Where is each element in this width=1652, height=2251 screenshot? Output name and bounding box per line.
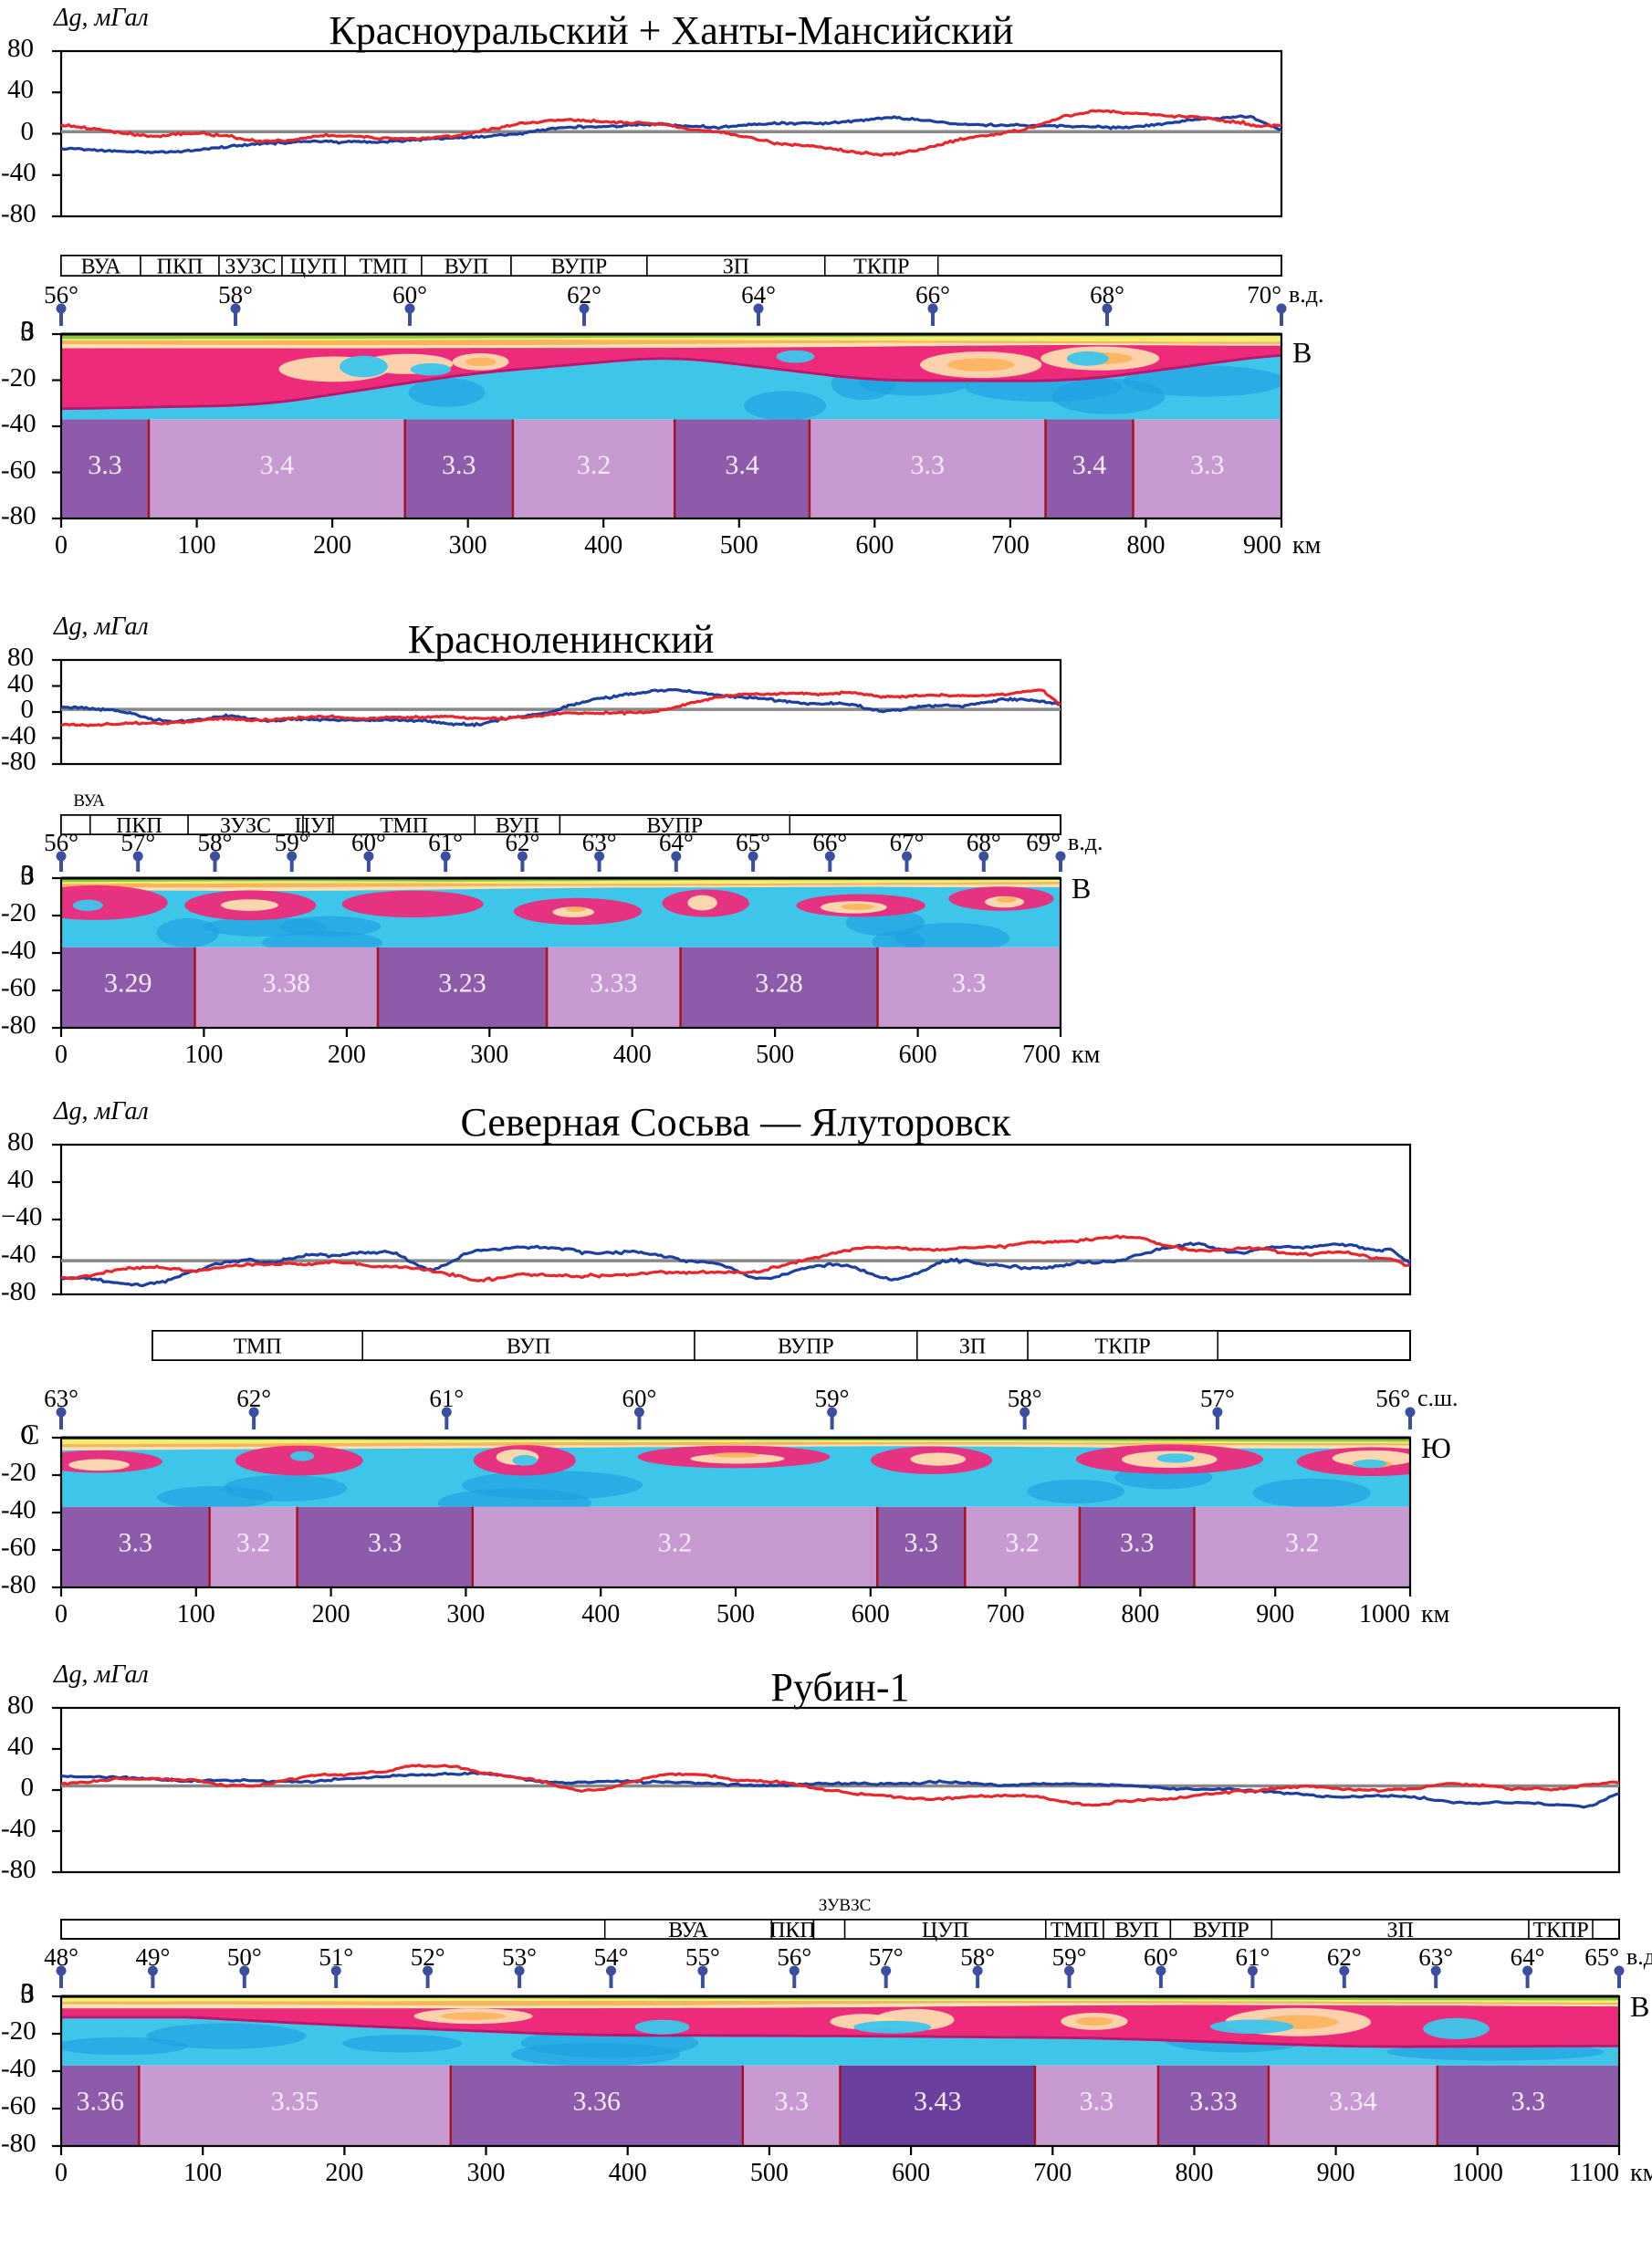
svg-text:3.4: 3.4: [1072, 450, 1107, 480]
svg-text:ЦУП: ЦУП: [290, 255, 338, 278]
svg-text:ТМП: ТМП: [234, 1335, 282, 1358]
svg-text:ПКП: ПКП: [769, 1919, 816, 1942]
svg-text:ЗП: ЗП: [723, 255, 749, 278]
svg-text:3.36: 3.36: [573, 2086, 622, 2116]
svg-text:3.2: 3.2: [577, 450, 612, 480]
svg-text:3.3: 3.3: [368, 1527, 403, 1557]
svg-text:3.29: 3.29: [104, 968, 152, 998]
svg-text:ВУА: ВУА: [81, 255, 121, 278]
svg-text:3.33: 3.33: [590, 968, 638, 998]
svg-text:ЗП: ЗП: [959, 1335, 986, 1358]
svg-text:ТКПР: ТКПР: [1532, 1919, 1588, 1942]
svg-text:ЦУП: ЦУП: [922, 1919, 969, 1942]
svg-text:3.38: 3.38: [263, 968, 311, 998]
svg-text:ВУА: ВУА: [668, 1919, 708, 1942]
svg-text:ТКПР: ТКПР: [1094, 1335, 1150, 1358]
svg-text:ПКП: ПКП: [157, 255, 204, 278]
svg-text:ТКПР: ТКПР: [853, 255, 909, 278]
svg-text:ЗП: ЗП: [1387, 1919, 1414, 1942]
svg-text:3.3: 3.3: [1190, 450, 1225, 480]
svg-text:3.3: 3.3: [910, 450, 945, 480]
svg-text:3.36: 3.36: [76, 2086, 124, 2116]
svg-text:ВУП: ВУП: [1115, 1919, 1159, 1942]
svg-text:ЗУЗС: ЗУЗС: [225, 255, 276, 278]
svg-text:3.34: 3.34: [1329, 2086, 1377, 2116]
svg-text:3.4: 3.4: [725, 450, 759, 480]
svg-text:3.3: 3.3: [88, 450, 122, 480]
svg-text:3.4: 3.4: [260, 450, 295, 480]
svg-text:ВУПР: ВУПР: [551, 255, 608, 278]
svg-text:3.33: 3.33: [1189, 2086, 1238, 2116]
svg-text:ВУПР: ВУПР: [778, 1335, 834, 1358]
svg-text:ВУПР: ВУПР: [1193, 1919, 1249, 1942]
svg-text:3.2: 3.2: [1285, 1527, 1320, 1557]
svg-text:3.43: 3.43: [914, 2086, 962, 2116]
svg-text:3.23: 3.23: [438, 968, 486, 998]
svg-text:3.3: 3.3: [119, 1527, 153, 1557]
svg-text:3.3: 3.3: [904, 1527, 938, 1557]
svg-text:3.3: 3.3: [1080, 2086, 1114, 2116]
svg-text:3.3: 3.3: [1511, 2086, 1546, 2116]
svg-text:3.28: 3.28: [755, 968, 803, 998]
svg-text:3.35: 3.35: [271, 2086, 319, 2116]
svg-text:3.2: 3.2: [236, 1527, 271, 1557]
svg-text:ТМП: ТМП: [359, 255, 407, 278]
svg-text:ВУП: ВУП: [507, 1335, 550, 1358]
svg-text:3.3: 3.3: [1120, 1527, 1155, 1557]
svg-text:3.2: 3.2: [658, 1527, 693, 1557]
svg-text:3.3: 3.3: [952, 968, 987, 998]
svg-text:3.2: 3.2: [1005, 1527, 1040, 1557]
svg-text:ТМП: ТМП: [1051, 1919, 1099, 1942]
svg-text:3.3: 3.3: [774, 2086, 809, 2116]
svg-text:3.3: 3.3: [442, 450, 476, 480]
svg-text:ВУП: ВУП: [444, 255, 488, 278]
